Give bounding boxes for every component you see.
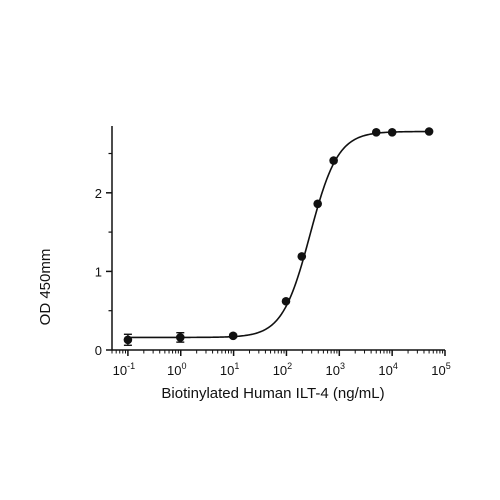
x-tick-label: 101 bbox=[220, 361, 239, 378]
x-tick-label: 102 bbox=[273, 361, 292, 378]
data-point bbox=[281, 296, 291, 306]
axes: 0 1 2 10-1 100 101 102 103 104 105 bbox=[95, 126, 451, 378]
y-tick-label: 1 bbox=[95, 264, 102, 279]
data-point bbox=[329, 156, 338, 165]
data-point bbox=[424, 127, 434, 136]
x-axis-title: Biotinylated Human ILT-4 (ng/mL) bbox=[161, 385, 384, 402]
data-point bbox=[387, 127, 397, 137]
y-tick-label: 0 bbox=[95, 343, 102, 358]
x-tick-label: 103 bbox=[326, 361, 345, 378]
data-point bbox=[123, 335, 133, 345]
data-point bbox=[371, 127, 381, 137]
data-points-layer bbox=[123, 127, 434, 346]
fit-curve-layer bbox=[127, 130, 430, 339]
fit-curve bbox=[127, 130, 430, 339]
y-tick-label: 2 bbox=[95, 186, 102, 201]
x-tick-label: 100 bbox=[167, 361, 186, 378]
x-tick-label: 105 bbox=[431, 361, 450, 378]
x-tick-label: 104 bbox=[378, 361, 397, 378]
data-point bbox=[228, 331, 238, 341]
x-tick-label: 10-1 bbox=[113, 361, 135, 378]
data-point bbox=[175, 333, 185, 342]
data-point bbox=[313, 199, 322, 209]
y-axis-title: OD 450mm bbox=[37, 249, 54, 326]
data-point bbox=[297, 252, 307, 261]
